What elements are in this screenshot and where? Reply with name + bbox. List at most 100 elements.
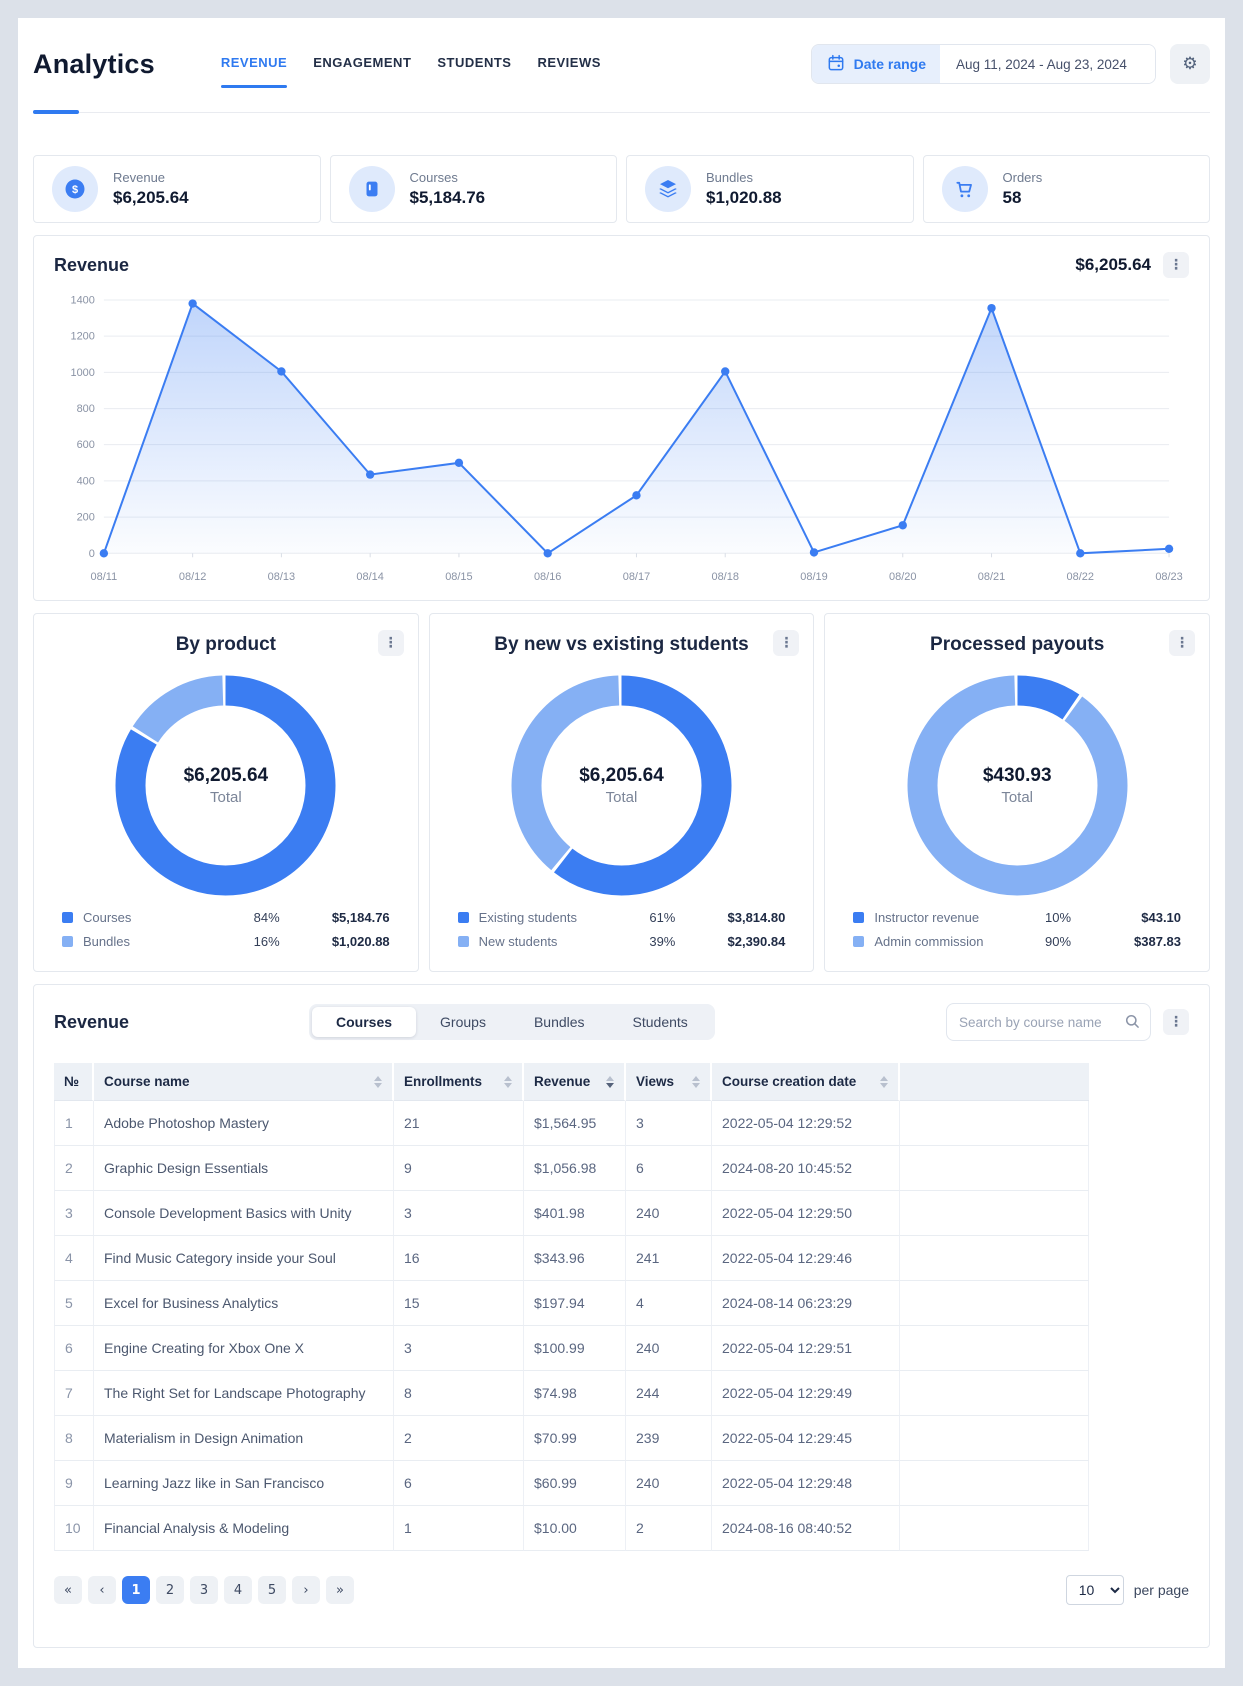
- svg-text:0: 0: [89, 548, 95, 560]
- per-page-select[interactable]: 10: [1065, 1575, 1124, 1606]
- tab-students[interactable]: STUDENTS: [437, 54, 512, 70]
- legend-value: $43.10: [1141, 910, 1182, 926]
- table-row: 5 Excel for Business Analytics 15 $197.94 4 2…: [54, 1281, 1089, 1327]
- sort-icon: [606, 1075, 614, 1088]
- table-cell: 241: [626, 1236, 712, 1282]
- table-tab-bundles[interactable]: Bundles: [533, 1014, 585, 1031]
- summary-card-bundles: Bundles $1,020.88: [626, 155, 914, 223]
- by-product-menu-button[interactable]: ⋮: [377, 630, 404, 657]
- new-vs-existing-menu-button[interactable]: ⋮: [773, 630, 800, 657]
- svg-text:$: $: [72, 184, 78, 196]
- table-cell: [900, 1281, 1089, 1327]
- table-cell: 6: [394, 1461, 524, 1507]
- pagination-prev[interactable]: ‹: [88, 1576, 116, 1605]
- processed-payouts-card: ⋮ Processed payouts $430.93 Total Instruc…: [824, 613, 1211, 973]
- legend-value: $1,020.88: [331, 934, 390, 950]
- revenue-chart-menu-button[interactable]: ⋮: [1163, 252, 1189, 278]
- pagination-page-4[interactable]: 4: [224, 1576, 252, 1605]
- sort-icon: [692, 1075, 700, 1088]
- courses-table: № Course name Enrollments Revenue Views Cours…: [54, 1063, 1089, 1552]
- table-cell: 3: [626, 1101, 712, 1147]
- svg-text:08/13: 08/13: [268, 571, 295, 583]
- summary-card-text: Orders 58: [1003, 170, 1043, 208]
- pagination-page-3[interactable]: 3: [190, 1576, 218, 1605]
- tab-revenue[interactable]: REVENUE: [220, 55, 288, 88]
- table-cell: 2022-05-04 12:29:48: [712, 1461, 900, 1507]
- svg-text:08/15: 08/15: [445, 571, 472, 583]
- date-range-label: Date range: [853, 56, 926, 72]
- pagination-next[interactable]: ›: [292, 1576, 320, 1605]
- column-header-course-creation-date[interactable]: Course creation date: [712, 1063, 900, 1102]
- processed-payouts-title: Processed payouts: [930, 634, 1105, 656]
- pagination-page-1[interactable]: 1: [122, 1576, 150, 1605]
- legend-swatch: [457, 936, 469, 948]
- table-cell: 2024-08-14 06:23:29: [712, 1281, 900, 1327]
- svg-text:1200: 1200: [70, 331, 94, 343]
- table-cell: 3: [394, 1191, 524, 1237]
- by-product-donut: $6,205.64 Total: [113, 673, 338, 898]
- summary-card-text: Revenue $6,205.64: [113, 170, 189, 208]
- per-page-control: 10 per page: [1065, 1575, 1189, 1606]
- table-cell: 2022-05-04 12:29:51: [712, 1326, 900, 1372]
- kebab-icon: ⋮: [779, 635, 794, 652]
- column-header-inner: Enrollments: [404, 1074, 512, 1089]
- date-range-picker[interactable]: Date range Aug 11, 2024 - Aug 23, 2024: [810, 44, 1156, 84]
- svg-text:1400: 1400: [70, 294, 94, 306]
- sort-icon: [374, 1075, 382, 1088]
- pagination: «‹ 1 2 3 4 5 ›»: [54, 1576, 354, 1605]
- table-tab-students[interactable]: Students: [632, 1014, 688, 1031]
- date-range-value[interactable]: Aug 11, 2024 - Aug 23, 2024: [940, 45, 1155, 83]
- svg-text:08/16: 08/16: [534, 571, 561, 583]
- sort-up-arrow: [692, 1075, 700, 1081]
- table-cell: [900, 1416, 1089, 1462]
- summary-card-value: $1,020.88: [706, 188, 782, 207]
- summary-card-value: $5,184.76: [409, 188, 486, 207]
- legend-item-instructor-revenue: Instructor revenue 10% $43.10: [853, 910, 1181, 925]
- tab-engagement[interactable]: ENGAGEMENT: [313, 54, 412, 70]
- kebab-icon: ⋮: [1175, 635, 1190, 652]
- column-header-views[interactable]: Views: [626, 1063, 712, 1102]
- table-cell: 244: [626, 1371, 712, 1417]
- table-row: 6 Engine Creating for Xbox One X 3 $100.99 2…: [54, 1326, 1089, 1372]
- table-cell: 3: [54, 1191, 94, 1237]
- table-title: Revenue: [54, 1011, 130, 1032]
- column-header-course-name[interactable]: Course name: [94, 1063, 394, 1102]
- processed-payouts-menu-button[interactable]: ⋮: [1169, 630, 1196, 657]
- svg-text:200: 200: [77, 512, 95, 524]
- processed-payouts-legend: Instructor revenue 10% $43.10 Admin commiss…: [853, 910, 1181, 949]
- pagination-page-2[interactable]: 2: [156, 1576, 184, 1605]
- cell-course-name: Graphic Design Essentials: [94, 1146, 394, 1192]
- pagination-last[interactable]: »: [326, 1576, 354, 1605]
- table-tab-groups[interactable]: Groups: [440, 1014, 486, 1031]
- analytics-page: Analytics REVENUE ENGAGEMENT STUDENTS REVIE…: [18, 18, 1225, 1668]
- table-menu-button[interactable]: ⋮: [1163, 1009, 1189, 1036]
- revenue-table-card: Revenue Courses Groups Bundles Students ⋮ №…: [33, 984, 1210, 1649]
- svg-text:08/23: 08/23: [1155, 571, 1182, 583]
- tab-reviews[interactable]: REVIEWS: [537, 54, 601, 70]
- column-header-enrollments[interactable]: Enrollments: [394, 1063, 524, 1102]
- date-range-button[interactable]: Date range: [811, 45, 940, 83]
- legend-percent: 39%: [649, 934, 676, 950]
- cell-course-name: Adobe Photoshop Mastery: [94, 1101, 394, 1147]
- svg-text:600: 600: [77, 439, 95, 451]
- table-cell: 7: [54, 1371, 94, 1417]
- search-input[interactable]: [946, 1003, 1151, 1042]
- summary-card-label: Revenue: [113, 170, 166, 185]
- legend-label: Bundles: [83, 934, 130, 950]
- table-cell: 2022-05-04 12:29:49: [712, 1371, 900, 1417]
- pagination-row: «‹ 1 2 3 4 5 ›» 10 per page: [54, 1575, 1189, 1606]
- table-tab-courses[interactable]: Courses: [312, 1007, 417, 1038]
- pagination-first[interactable]: «: [54, 1576, 82, 1605]
- kebab-icon: ⋮: [383, 635, 398, 652]
- table-cell: 1: [54, 1101, 94, 1147]
- legend-item-new-students: New students 39% $2,390.84: [457, 934, 785, 950]
- new-vs-existing-card: ⋮ By new vs existing students $6,205.64 T…: [428, 613, 815, 973]
- active-section-indicator: [33, 110, 1210, 114]
- summary-card-revenue: $ Revenue $6,205.64: [33, 155, 321, 223]
- revenue-chart-total: $6,205.64: [1075, 255, 1151, 274]
- column-header-revenue[interactable]: Revenue: [524, 1063, 626, 1102]
- pagination-page-5[interactable]: 5: [258, 1576, 286, 1605]
- table-header: Revenue Courses Groups Bundles Students ⋮: [54, 1003, 1189, 1042]
- legend-percent: 16%: [253, 934, 280, 950]
- settings-button[interactable]: ⚙: [1170, 44, 1210, 84]
